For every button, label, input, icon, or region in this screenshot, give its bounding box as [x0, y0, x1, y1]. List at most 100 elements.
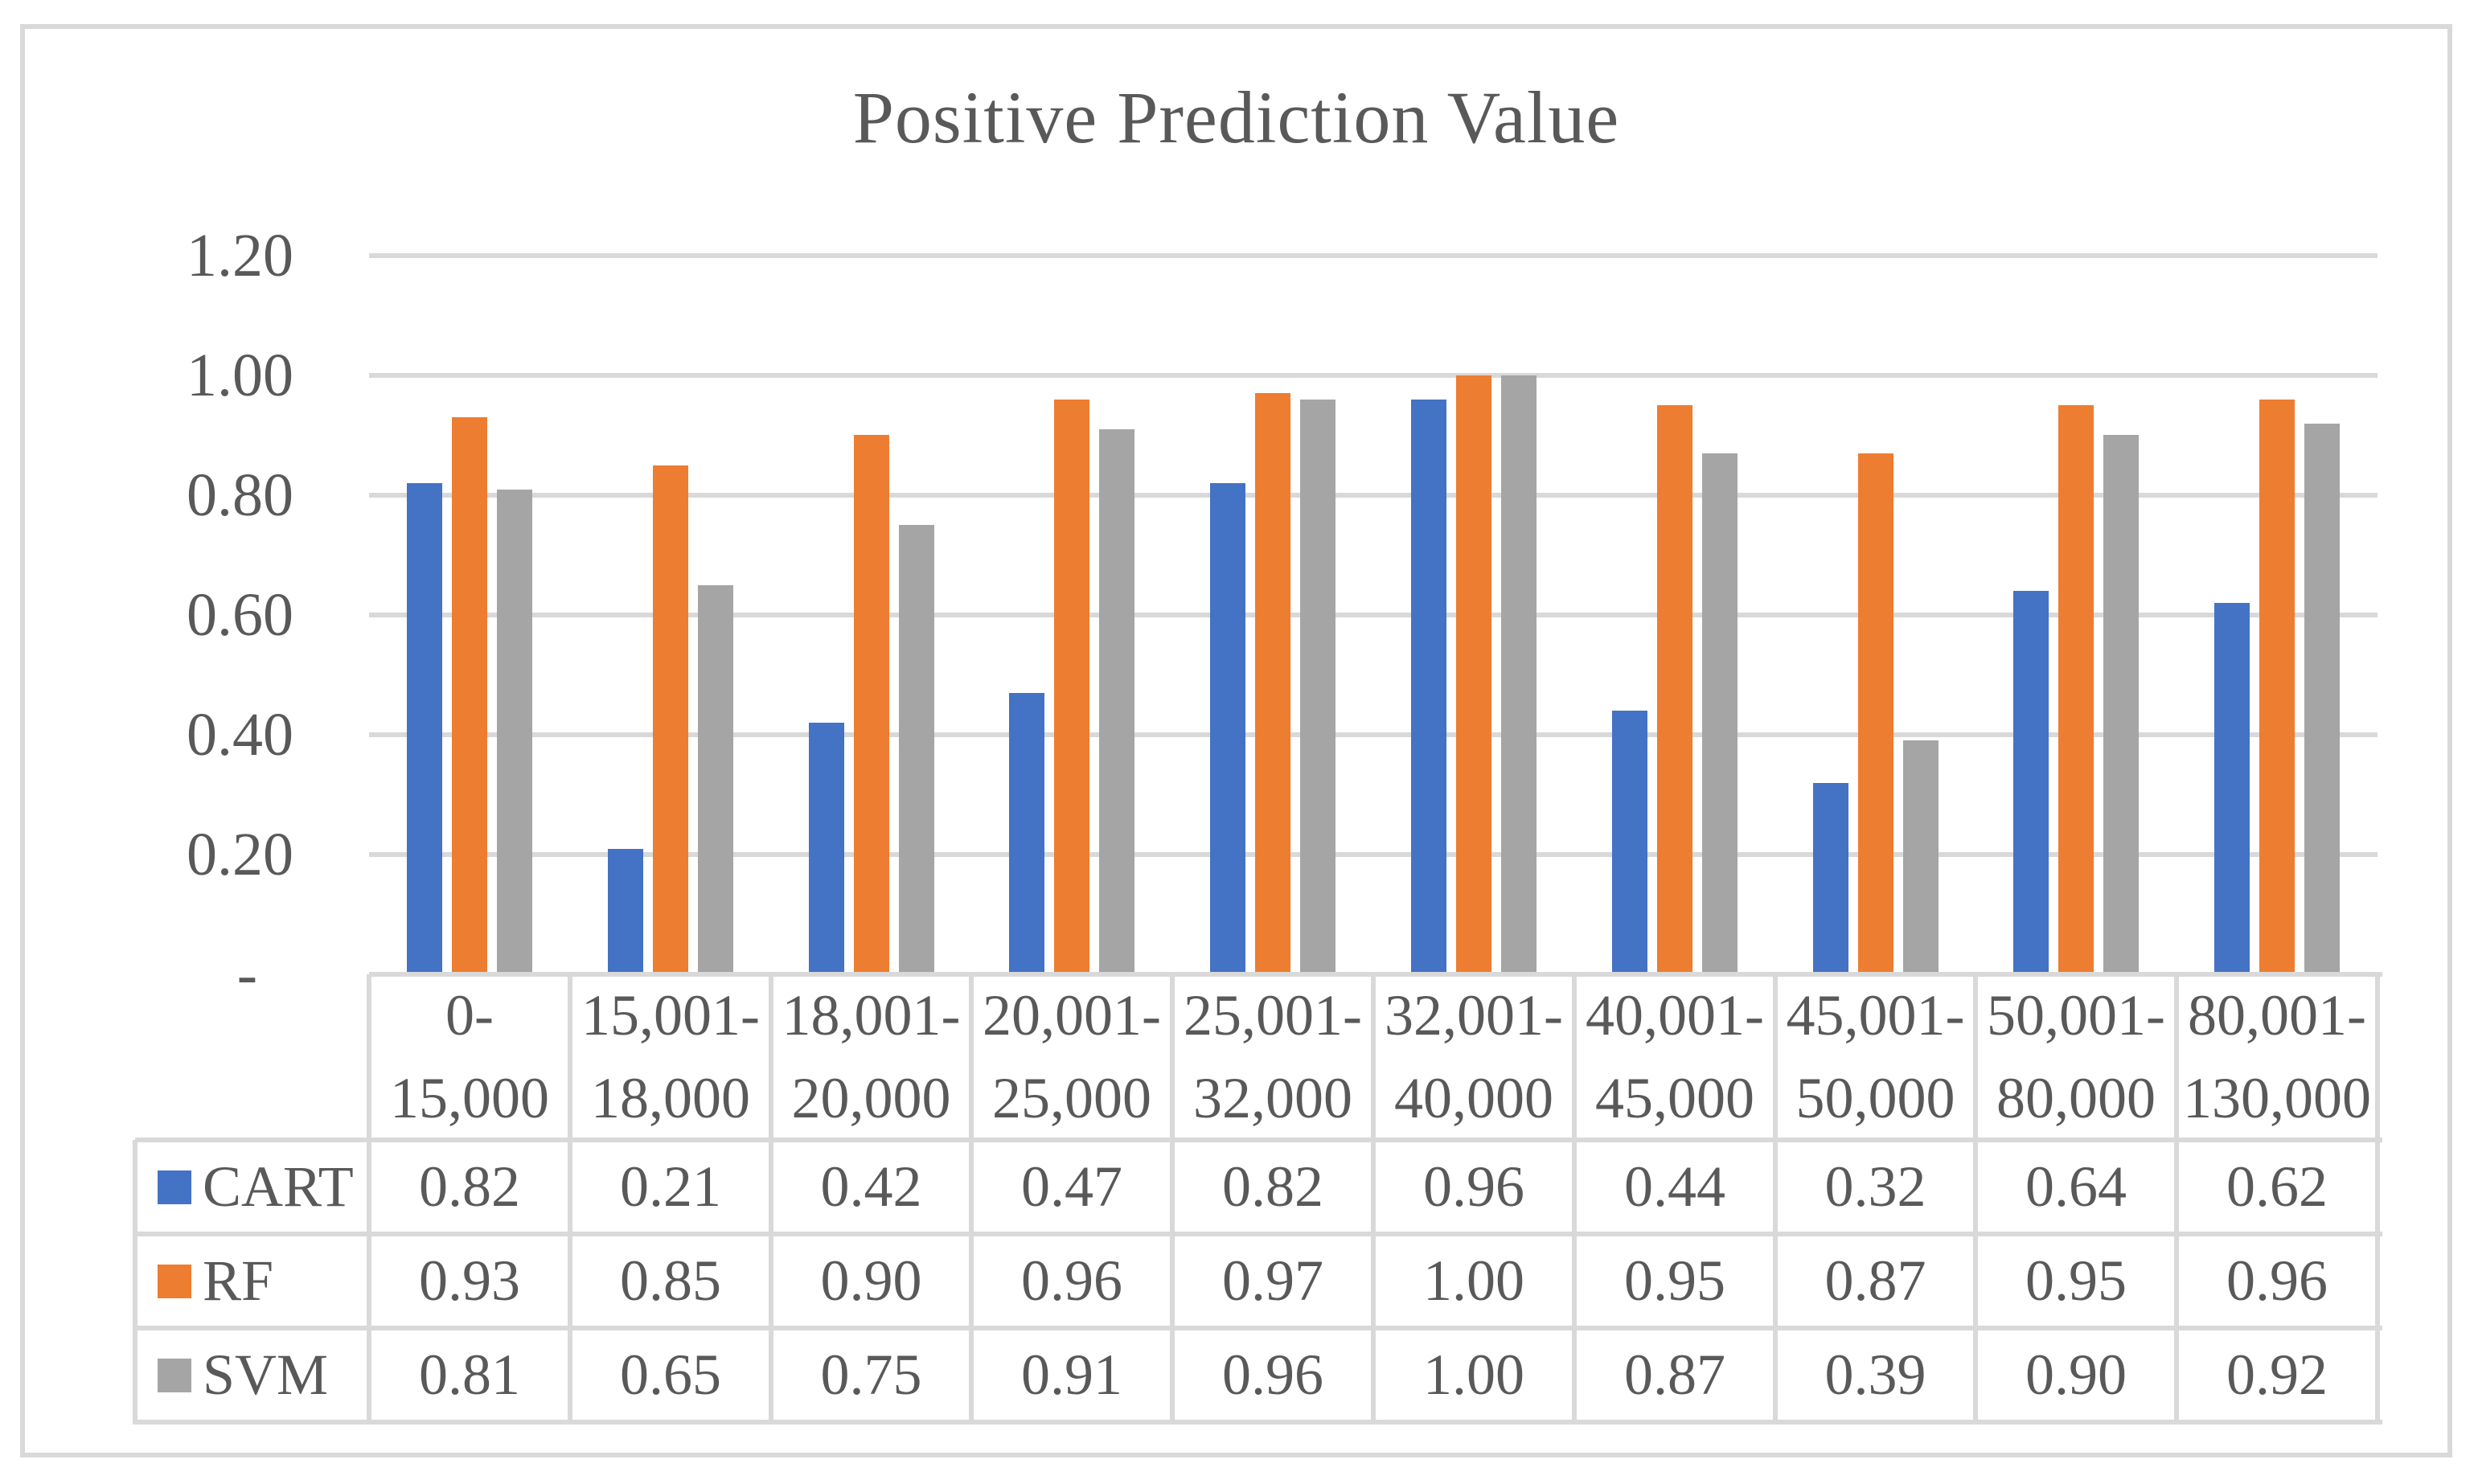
table-category-header: 15,001- 18,000 [570, 974, 771, 1140]
bar-cart-2 [809, 723, 844, 974]
table-value-cell: 0.96 [1222, 1343, 1323, 1407]
category-label-line: 40,000 [1394, 1066, 1553, 1130]
table-row-border [135, 1420, 2382, 1425]
table-category-header: 80,001- 130,000 [2177, 974, 2378, 1140]
category-label-line: 18,000 [591, 1066, 750, 1130]
category-label-line: 80,000 [1996, 1066, 2156, 1130]
table-category-header: 50,001- 80,000 [1976, 974, 2177, 1140]
legend-label-rf: RF [203, 1248, 274, 1313]
bar-svm-1 [698, 585, 733, 974]
table-value-cell: 0.85 [620, 1248, 721, 1313]
table-value-cell: 0.42 [820, 1154, 922, 1219]
table-column-border [969, 974, 974, 1425]
category-label-line: 25,000 [992, 1066, 1151, 1130]
table-value-cell: 0.44 [1624, 1154, 1725, 1219]
bar-svm-8 [2103, 435, 2139, 974]
bar-svm-7 [1903, 740, 1939, 974]
table-value-cell: 0.64 [2025, 1154, 2127, 1219]
legend-swatch-svm [158, 1358, 191, 1392]
category-label-line: 18,001- [782, 983, 961, 1047]
table-category-header: 0- 15,000 [369, 974, 570, 1140]
bar-rf-3 [1054, 400, 1089, 974]
table-value-cell: 0.75 [820, 1343, 922, 1407]
bar-cart-0 [407, 483, 442, 974]
table-value-cell: 0.32 [1824, 1154, 1926, 1219]
table-border-top [369, 972, 2382, 977]
table-value-cell: 0.91 [1021, 1343, 1122, 1407]
table-column-border [769, 974, 773, 1425]
gridline [369, 373, 2378, 378]
table-value-cell: 0.92 [2226, 1343, 2328, 1407]
category-label-line: 15,001- [581, 983, 760, 1047]
table-category-header: 25,001- 32,000 [1172, 974, 1373, 1140]
table-value-cell: 1.00 [1423, 1248, 1524, 1313]
table-column-border [1170, 974, 1175, 1425]
category-label-line: 25,001- [1184, 983, 1362, 1047]
table-column-border [568, 974, 572, 1425]
gridline [369, 253, 2378, 258]
y-axis-tick-label: 1.20 [187, 222, 293, 289]
category-label-line: 20,000 [791, 1066, 951, 1130]
bar-svm-0 [497, 490, 532, 974]
table-value-cell: 0.82 [419, 1154, 520, 1219]
bar-rf-0 [452, 417, 487, 974]
category-label-line: 40,001- [1586, 983, 1764, 1047]
category-label-line: 15,000 [390, 1066, 549, 1130]
gridline [369, 613, 2378, 617]
table-value-cell: 0.90 [2025, 1343, 2127, 1407]
bar-rf-4 [1255, 393, 1290, 974]
bar-rf-5 [1456, 375, 1491, 974]
table-value-cell: 0.96 [1021, 1248, 1122, 1313]
table-value-cell: 0.93 [419, 1248, 520, 1313]
table-value-cell: 1.00 [1423, 1343, 1524, 1407]
bar-svm-5 [1501, 375, 1537, 974]
table-category-header: 32,001- 40,000 [1373, 974, 1574, 1140]
bar-cart-3 [1009, 693, 1044, 974]
table-row-border [135, 1232, 2382, 1236]
bar-svm-4 [1300, 400, 1335, 974]
table-value-cell: 0.95 [2025, 1248, 2127, 1313]
y-axis-tick-label: 0.40 [187, 701, 293, 769]
gridline [369, 852, 2378, 857]
table-row-border [135, 1138, 2382, 1142]
bar-svm-3 [1099, 429, 1134, 974]
bar-svm-2 [899, 525, 934, 974]
category-label-line: 80,001- [2188, 983, 2366, 1047]
bar-rf-2 [854, 435, 889, 974]
table-category-header: 20,001- 25,000 [971, 974, 1172, 1140]
gridline [369, 493, 2378, 498]
bar-rf-6 [1657, 405, 1692, 974]
legend-cell-cart: CART [135, 1140, 369, 1234]
category-label-line: 50,000 [1795, 1066, 1955, 1130]
table-value-cell: 0.82 [1222, 1154, 1323, 1219]
table-border-left [133, 1140, 137, 1425]
legend-cell-rf: RF [135, 1234, 369, 1328]
bar-cart-4 [1210, 483, 1245, 974]
bar-cart-8 [2013, 591, 2049, 974]
bar-rf-7 [1858, 453, 1893, 974]
y-axis-tick-label: 1.00 [187, 342, 293, 409]
bar-rf-1 [653, 465, 688, 974]
table-category-header: 18,001- 20,000 [771, 974, 971, 1140]
category-label-line: 0- [445, 983, 494, 1047]
bar-rf-8 [2058, 405, 2094, 974]
table-column-border [1773, 974, 1778, 1425]
category-label-line: 45,000 [1595, 1066, 1754, 1130]
table-value-cell: 0.39 [1824, 1343, 1926, 1407]
table-column-border [1973, 974, 1978, 1425]
table-value-cell: 0.87 [1824, 1248, 1926, 1313]
y-axis-tick-label: 0.60 [187, 581, 293, 649]
category-label-line: 130,000 [2183, 1066, 2371, 1130]
legend-cell-svm: SVM [135, 1328, 369, 1422]
category-label-line: 20,001- [983, 983, 1161, 1047]
bar-svm-9 [2304, 424, 2340, 974]
table-value-cell: 0.96 [1423, 1154, 1524, 1219]
table-category-header: 40,001- 45,000 [1574, 974, 1775, 1140]
bar-cart-5 [1411, 400, 1446, 974]
chart-title: Positive Prediction Value [852, 76, 1620, 158]
table-value-cell: 0.65 [620, 1343, 721, 1407]
table-value-cell: 0.62 [2226, 1154, 2328, 1219]
legend-label-svm: SVM [203, 1343, 329, 1407]
table-column-border [2375, 974, 2380, 1425]
